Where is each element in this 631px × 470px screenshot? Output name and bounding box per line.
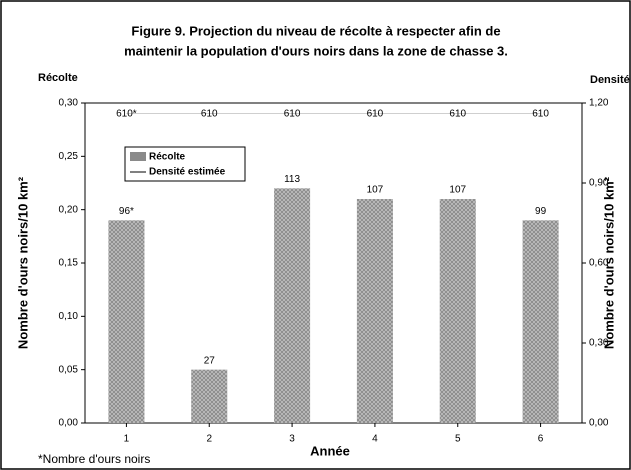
bar-annotation: 113 [284, 174, 300, 185]
x-tick-label: 3 [289, 434, 295, 445]
bar-hatch [356, 199, 393, 423]
title-line: maintenir la population d'ours noirs dan… [124, 43, 508, 58]
bar-annotation: 96* [119, 206, 134, 217]
legend-label: Densité estimée [149, 167, 226, 178]
y-tick-label: 0,15 [59, 258, 79, 269]
x-tick-label: 5 [455, 434, 461, 445]
line-annotation: 610 [532, 108, 549, 119]
bar-annotation: 107 [367, 185, 384, 196]
x-tick-label: 4 [372, 434, 378, 445]
bar-hatch [108, 220, 145, 423]
y-header: Récolte [38, 72, 78, 84]
bar-hatch [191, 369, 228, 423]
y-tick-label: 0,25 [59, 151, 79, 162]
line-annotation: 610 [449, 108, 466, 119]
bar-annotation: 27 [204, 355, 216, 366]
title-line: Figure 9. Projection du niveau de récolt… [131, 23, 500, 38]
legend-label: Récolte [149, 152, 186, 163]
y2-label: Nombre d'ours noirs/10 km² [601, 176, 616, 349]
bar-hatch [522, 220, 559, 423]
x-tick-label: 6 [538, 434, 544, 445]
legend-swatch [130, 152, 146, 161]
y2-tick-label: 0,60 [589, 258, 609, 269]
line-annotation: 610* [116, 108, 137, 119]
y2-tick-label: 0,90 [589, 178, 609, 189]
x-tick-label: 2 [206, 434, 212, 445]
y-tick-label: 0,20 [59, 204, 79, 215]
bar-hatch [274, 188, 311, 423]
y2-tick-label: 0,30 [589, 338, 609, 349]
x-tick-label: 1 [124, 434, 130, 445]
line-annotation: 610 [367, 108, 384, 119]
footnote: *Nombre d'ours noirs [38, 452, 150, 466]
y-label: Nombre d'ours noirs/10 km² [15, 176, 30, 349]
y2-tick-label: 0,00 [589, 418, 609, 429]
y2-tick-label: 1,20 [589, 98, 609, 109]
y-tick-label: 0,05 [59, 364, 79, 375]
line-annotation: 610 [201, 108, 218, 119]
line-annotation: 610 [284, 108, 301, 119]
y-tick-label: 0,30 [59, 98, 79, 109]
bar-annotation: 99 [535, 206, 547, 217]
y-tick-label: 0,10 [59, 311, 79, 322]
bar-hatch [439, 199, 476, 423]
y2-header: Densité [590, 74, 630, 86]
x-label: Année [310, 443, 350, 458]
y-tick-label: 0,00 [59, 418, 79, 429]
bar-annotation: 107 [449, 185, 466, 196]
